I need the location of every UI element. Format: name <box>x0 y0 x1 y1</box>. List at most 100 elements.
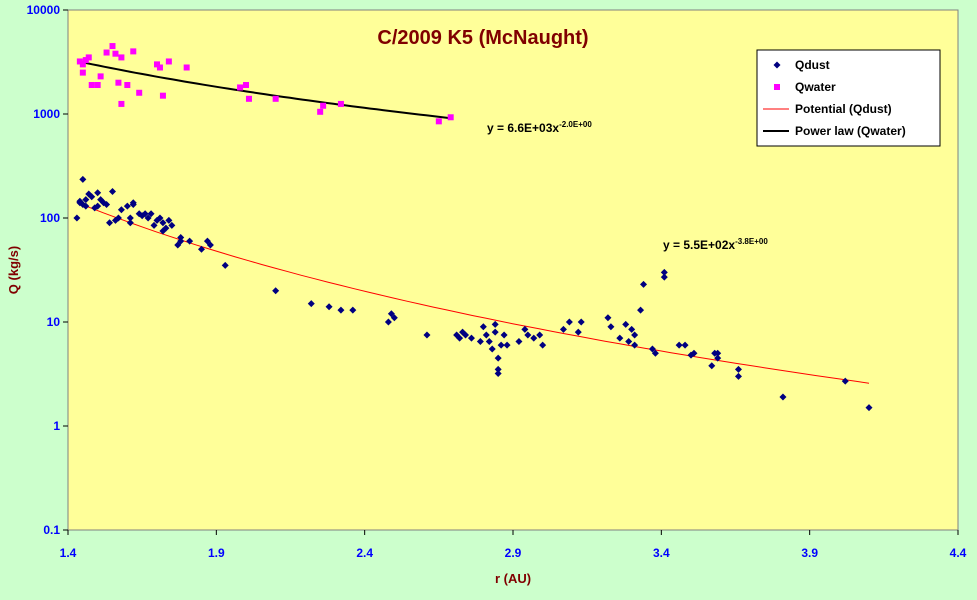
qwater-point <box>337 100 344 107</box>
qdust-point <box>165 216 173 224</box>
qwater-point <box>118 100 125 107</box>
qwater-point <box>183 64 190 71</box>
qdust-point <box>168 221 176 229</box>
qdust-point <box>482 331 490 339</box>
x-tick-label: 1.9 <box>208 546 225 560</box>
qdust-point <box>94 202 102 210</box>
qwater-point <box>154 61 160 68</box>
qdust-point <box>494 354 502 362</box>
qdust-point <box>539 341 547 349</box>
qdust-point <box>467 334 475 342</box>
legend: Qdust Qwater Potential (Qdust) Power law (Q… <box>756 49 941 147</box>
qdust-point <box>129 200 137 208</box>
y-axis-label: Q (kg/s) <box>6 246 21 294</box>
x-tick-label: 3.9 <box>801 546 818 560</box>
qdust-equation: y = 5.5E+02x-3.8E+00 <box>663 237 768 252</box>
qdust-point <box>841 377 849 385</box>
qdust-point <box>79 175 87 183</box>
qdust-trendline <box>76 201 870 384</box>
chart-title: C/2009 K5 (McNaught) <box>377 27 588 49</box>
qdust-point <box>177 233 185 241</box>
qwater-point <box>112 50 119 57</box>
qdust-point <box>708 362 716 370</box>
y-tick-label: 10000 <box>27 3 61 17</box>
qdust-point <box>423 331 431 339</box>
x-tick-label: 2.9 <box>505 546 522 560</box>
qdust-point <box>690 349 698 357</box>
qdust-point <box>462 331 470 339</box>
qdust-point <box>515 337 523 345</box>
qdust-point <box>82 202 90 210</box>
qdust-point <box>307 300 315 308</box>
qwater-point <box>435 118 442 125</box>
qdust-point <box>82 196 90 204</box>
qdust-point <box>103 200 111 208</box>
y-tick-label: 10 <box>47 315 61 329</box>
qwater-point <box>272 95 279 102</box>
qwater-point <box>165 58 172 65</box>
qwater-equation: y = 6.6E+03x-2.0E+00 <box>487 120 592 135</box>
qwater-point <box>97 73 104 80</box>
qdust-point <box>607 323 615 331</box>
qdust-point <box>628 325 636 333</box>
qdust-point <box>503 341 511 349</box>
y-axis-ticks: 0.1 1 10 100 1000 10000 <box>27 3 68 537</box>
qdust-point <box>500 331 508 339</box>
qdust-point <box>476 337 484 345</box>
qwater-point <box>115 79 122 86</box>
qdust-point <box>648 345 656 353</box>
qdust-point <box>147 210 155 218</box>
qdust-point <box>559 325 567 333</box>
qdust-point <box>524 331 532 339</box>
qdust-point <box>109 187 116 195</box>
qdust-point <box>488 345 496 353</box>
y-tick-label: 0.1 <box>43 523 60 537</box>
qdust-point <box>88 193 96 201</box>
qdust-point <box>144 214 152 222</box>
qdust-points <box>73 175 873 412</box>
qwater-point <box>88 82 95 89</box>
qdust-point <box>491 320 499 328</box>
qdust-point <box>622 320 630 328</box>
qdust-point <box>640 280 648 288</box>
qdust-point <box>141 210 149 218</box>
legend-marker-qwater <box>774 84 780 90</box>
qdust-point <box>604 314 612 322</box>
qdust-point <box>73 214 81 222</box>
x-axis-ticks: 1.4 1.9 2.4 2.9 3.4 3.9 4.4 <box>60 530 967 560</box>
legend-qwater: Qwater <box>795 80 836 94</box>
qdust-point <box>734 365 742 373</box>
qdust-point <box>117 206 125 214</box>
qdust-point <box>325 303 333 311</box>
qwater-point <box>109 43 116 50</box>
qdust-point <box>198 245 205 253</box>
qdust-point <box>114 214 122 222</box>
qdust-point <box>779 393 787 401</box>
qwater-point <box>159 92 166 99</box>
qdust-point <box>494 365 502 373</box>
legend-potential-qdust: Potential (Qdust) <box>795 102 892 116</box>
qdust-point <box>714 349 722 357</box>
qwater-point <box>94 82 101 89</box>
qdust-point <box>631 341 639 349</box>
qdust-point <box>631 331 639 339</box>
qwater-point <box>156 64 163 71</box>
qdust-point <box>159 219 167 227</box>
qdust-point <box>206 241 214 249</box>
qwater-point <box>79 61 86 68</box>
qdust-point <box>714 354 722 362</box>
qwater-point <box>320 102 327 109</box>
qdust-point <box>384 318 392 326</box>
qdust-point <box>186 237 194 245</box>
qwater-point <box>136 89 143 96</box>
qdust-point <box>126 219 134 227</box>
qdust-point <box>616 334 624 342</box>
qdust-point <box>456 334 464 342</box>
qdust-point <box>536 331 544 339</box>
y-tick-label: 1 <box>53 419 60 433</box>
qdust-point <box>485 337 493 345</box>
qwater-point <box>243 82 249 89</box>
qdust-point <box>123 202 131 210</box>
